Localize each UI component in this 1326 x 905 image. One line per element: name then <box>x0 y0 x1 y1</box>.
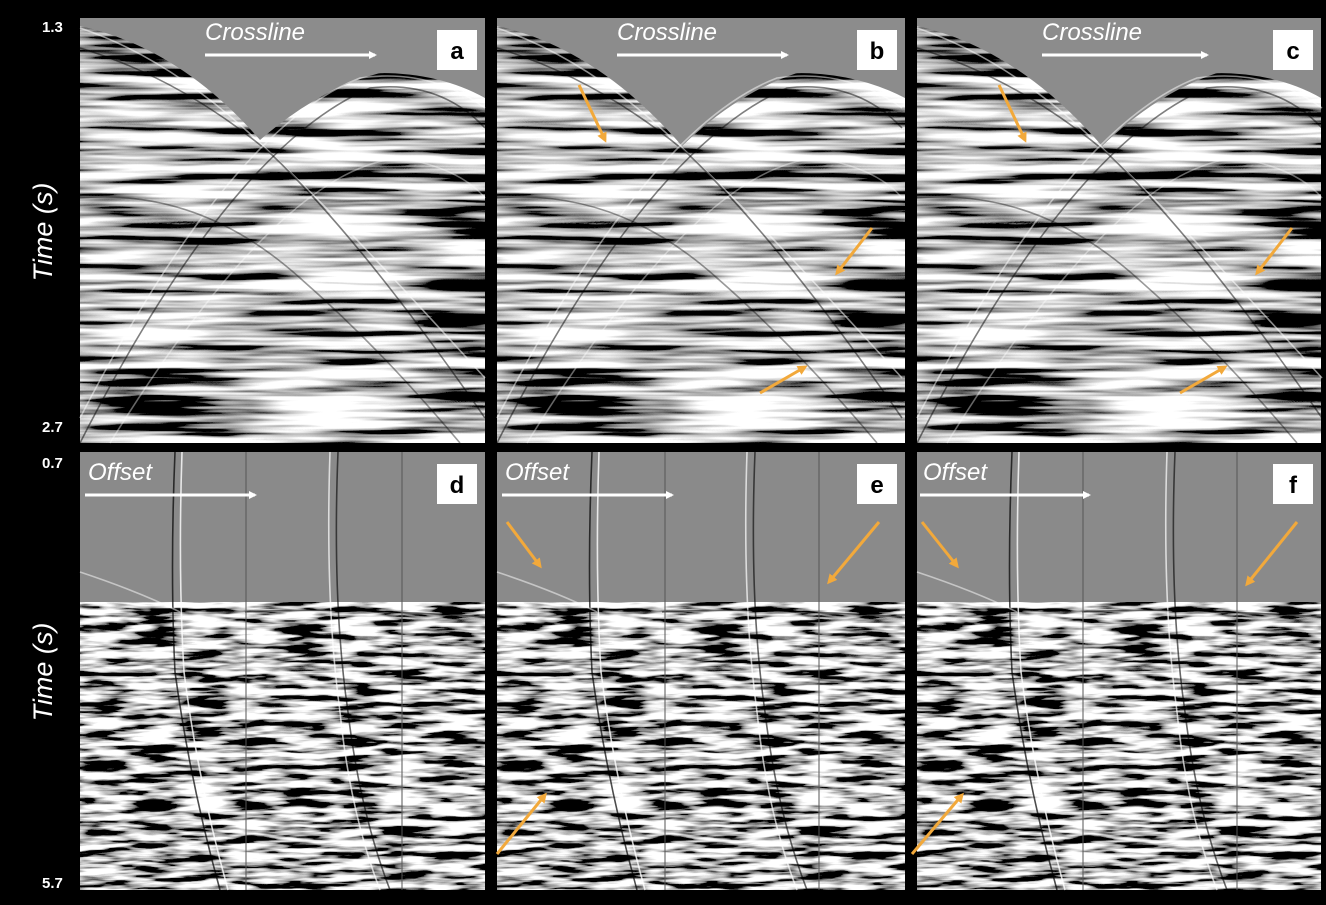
body: 1.3 2.7 Time (s) 0.7 5.7 Time (s) Crossl… <box>0 0 1326 905</box>
panel: Offset d <box>80 452 485 890</box>
panel-letter: f <box>1289 472 1298 499</box>
panel-letter: b <box>870 38 885 65</box>
direction-label: Crossline <box>205 19 305 46</box>
panel: Offset f <box>912 452 1322 890</box>
figure: 1.3 2.7 Time (s) 0.7 5.7 Time (s) Crossl… <box>0 0 1326 905</box>
axis-start: 0.7 <box>42 455 63 472</box>
axis-end: 2.7 <box>42 419 63 436</box>
direction-label: Crossline <box>1042 19 1142 46</box>
panel: Crossline b <box>497 18 905 443</box>
panel-letter: d <box>450 472 465 499</box>
direction-label: Offset <box>505 459 570 486</box>
axis-title: Time (s) <box>28 183 58 282</box>
panel: Crossline c <box>917 18 1322 443</box>
axis-end: 5.7 <box>42 875 63 892</box>
panel-letter: e <box>870 472 883 499</box>
direction-label: Offset <box>88 459 153 486</box>
axis-title: Time (s) <box>28 623 58 722</box>
axis-start: 1.3 <box>42 19 63 36</box>
page: Seismic panels {"axis_top": {"label": "T… <box>0 0 1326 905</box>
direction-label: Crossline <box>617 19 717 46</box>
panel-letter: a <box>450 38 464 65</box>
panel: Crossline a <box>80 18 485 443</box>
direction-label: Offset <box>923 459 988 486</box>
panel: Offset e <box>497 452 905 890</box>
panel-letter: c <box>1286 38 1299 65</box>
